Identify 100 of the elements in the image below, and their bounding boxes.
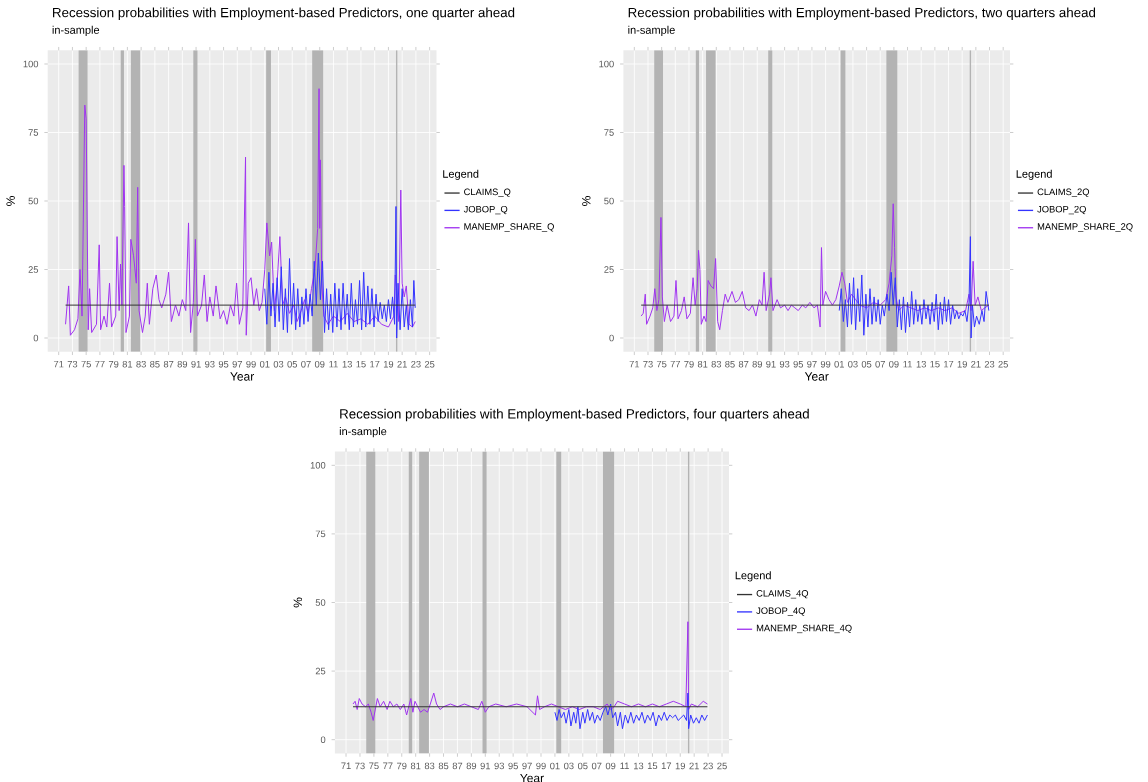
x-tick-label: 83 [136,360,146,368]
x-axis-title: Year [230,372,255,381]
x-tick-label: 13 [916,360,926,368]
y-axis-title: % [6,196,15,206]
x-tick-label: 09 [889,360,899,368]
x-tick-label: 05 [287,360,298,368]
y-tick-label: 50 [28,197,39,205]
legend-label: MANEMP_SHARE_Q [464,223,554,232]
legend-label: CLAIMS_Q [464,188,511,197]
legend-label: MANEMP_SHARE_4Q [756,624,852,634]
x-tick-label: 17 [370,360,380,368]
x-tick-label: 19 [957,360,967,368]
legend-title: Legend [443,169,479,180]
y-tick-label: 0 [33,334,39,342]
chart-title: Recession probabilities with Employment-based Predictors, four quarters ahead [340,408,809,422]
x-tick-label: 17 [944,360,954,368]
x-tick-label: 09 [314,360,325,368]
x-tick-label: 05 [577,762,588,770]
x-tick-label: 91 [480,762,491,770]
x-tick-label: 23 [703,762,713,770]
x-tick-label: 19 [383,360,394,368]
chart-subtitle: in-sample [628,25,675,37]
x-tick-label: 13 [342,360,352,368]
y-tick-label: 0 [320,736,326,743]
x-tick-label: 15 [356,360,366,368]
chart-title: Recession probabilities with Employment-based Predictors, one quarter ahead [53,7,515,20]
x-tick-label: 01 [259,360,270,368]
y-tick-label: 75 [604,129,614,136]
x-tick-label: 81 [122,360,133,368]
x-tick-label: 71 [53,360,64,368]
legend-title: Legend [735,571,771,582]
x-tick-label: 77 [383,762,393,770]
x-tick-label: 99 [536,762,546,770]
x-tick-label: 83 [424,762,435,770]
y-tick-label: 25 [28,266,39,273]
y-tick-label: 100 [23,60,39,68]
x-tick-label: 13 [634,762,644,770]
x-tick-label: 17 [661,762,672,770]
y-axis-title: % [293,597,303,608]
y-tick-label: 100 [310,462,326,469]
x-tick-label: 91 [766,360,776,368]
x-tick-label: 75 [656,360,667,368]
x-tick-label: 93 [494,762,505,770]
x-tick-label: 11 [329,360,338,368]
x-tick-label: 75 [81,360,91,368]
x-tick-label: 95 [793,360,804,368]
x-tick-label: 89 [466,762,477,770]
x-axis-title: Year [520,774,544,782]
x-tick-label: 81 [697,360,708,368]
legend-title: Legend [1016,169,1052,180]
x-tick-label: 85 [438,762,449,770]
x-tick-label: 79 [684,360,694,368]
y-tick-label: 75 [315,530,326,538]
x-tick-label: 79 [108,360,119,368]
x-tick-label: 25 [424,360,435,368]
x-tick-label: 01 [550,762,560,770]
x-tick-label: 05 [861,360,872,368]
x-tick-label: 97 [807,360,817,368]
y-tick-label: 25 [315,667,326,675]
chart-subtitle: in-sample [52,25,100,37]
x-tick-label: 73 [67,360,78,368]
x-tick-label: 99 [820,360,831,368]
x-tick-label: 07 [591,762,602,770]
x-tick-label: 75 [369,762,379,770]
legend-label: MANEMP_SHARE_2Q [1037,223,1133,232]
x-tick-label: 03 [564,762,574,770]
x-tick-label: 25 [717,762,727,770]
x-tick-label: 23 [984,360,995,368]
x-tick-label: 93 [205,360,215,368]
x-tick-label: 25 [998,360,1008,368]
chart-title: Recession probabilities with Employment-based Predictors, two quarters ahead [628,7,1096,20]
x-tick-label: 95 [508,762,518,770]
line-series [838,236,990,339]
x-axis-title: Year [804,372,829,381]
x-tick-label: 07 [301,360,311,368]
y-axis-title: % [582,196,591,206]
x-tick-label: 15 [647,762,658,770]
x-tick-label: 11 [903,360,912,368]
x-tick-label: 01 [834,360,844,368]
x-tick-label: 87 [452,762,463,770]
x-tick-label: 21 [971,360,981,368]
x-tick-label: 89 [177,360,188,368]
x-tick-label: 85 [150,360,160,368]
x-tick-label: 99 [246,360,256,368]
x-tick-label: 21 [689,762,699,770]
x-tick-label: 97 [232,360,243,368]
y-tick-label: 25 [604,266,614,273]
legend-label: JOBOP_Q [463,205,508,215]
y-tick-label: 50 [315,599,326,606]
x-tick-label: 07 [875,360,885,368]
x-tick-label: 79 [397,762,407,770]
legend-label: JOBOP_4Q [756,607,805,616]
x-tick-label: 87 [163,360,174,368]
line-series [65,88,416,336]
x-tick-label: 77 [670,360,681,368]
x-tick-label: 83 [711,360,722,368]
y-tick-label: 75 [28,129,39,136]
x-tick-label: 19 [675,762,686,770]
x-tick-label: 89 [752,360,763,368]
y-tick-label: 0 [609,334,614,342]
